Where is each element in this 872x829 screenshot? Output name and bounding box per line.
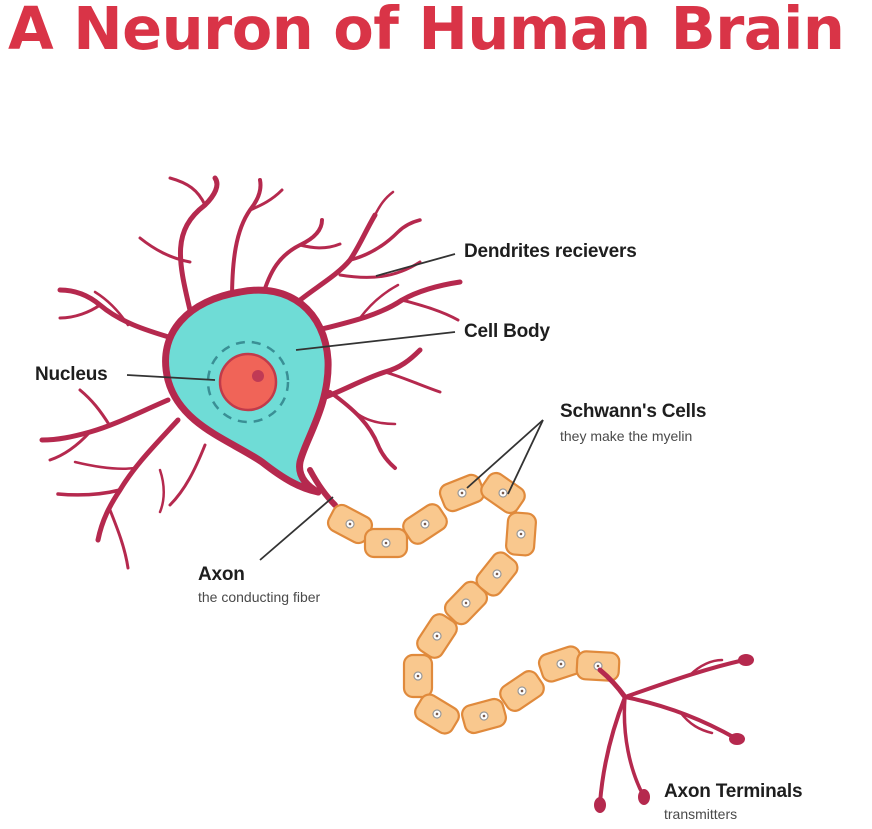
schwann-cell bbox=[414, 693, 460, 735]
label-cell-body: Cell Body bbox=[464, 321, 550, 342]
schwann-cell bbox=[505, 511, 537, 557]
page-title: A Neuron of Human Brain bbox=[8, 0, 845, 63]
leader-cell-body bbox=[295, 331, 456, 351]
terminal-bulbs bbox=[594, 654, 754, 813]
schwann-cells bbox=[326, 471, 621, 735]
label-axon-sub: the conducting fiber bbox=[198, 589, 321, 605]
schwann-cell bbox=[443, 580, 489, 626]
leader-axon bbox=[259, 496, 334, 561]
label-axon-terminals-sub: transmitters bbox=[664, 806, 738, 822]
leader-nucleus bbox=[126, 374, 216, 381]
leader-dendrites bbox=[375, 253, 456, 277]
nuclear-envelope bbox=[206, 340, 290, 424]
schwann-cell bbox=[402, 503, 448, 545]
schwann-cell bbox=[499, 670, 545, 712]
schwann-cell bbox=[416, 613, 458, 659]
label-axon-terminals: Axon Terminals bbox=[664, 781, 803, 802]
schwann-cell bbox=[480, 471, 526, 515]
label-schwann-cells: Schwann's Cells bbox=[560, 401, 707, 422]
nucleus bbox=[218, 352, 278, 412]
label-schwann-cells-sub: they make the myelin bbox=[560, 428, 693, 444]
label-nucleus: Nucleus bbox=[35, 364, 108, 385]
leader-schwann-1 bbox=[466, 419, 544, 489]
leader-lines bbox=[126, 253, 544, 561]
label-axon: Axon bbox=[198, 564, 245, 585]
leader-schwann-2 bbox=[507, 419, 544, 495]
schwann-cell bbox=[402, 653, 434, 699]
axon-terminals bbox=[597, 658, 746, 805]
schwann-cell bbox=[461, 697, 507, 735]
axon-fiber bbox=[307, 467, 338, 508]
schwann-cell bbox=[537, 645, 585, 683]
schwann-cell bbox=[363, 527, 409, 559]
schwann-cell bbox=[575, 650, 621, 682]
label-dendrites: Dendrites recievers bbox=[464, 241, 637, 262]
schwann-cell bbox=[438, 473, 486, 513]
